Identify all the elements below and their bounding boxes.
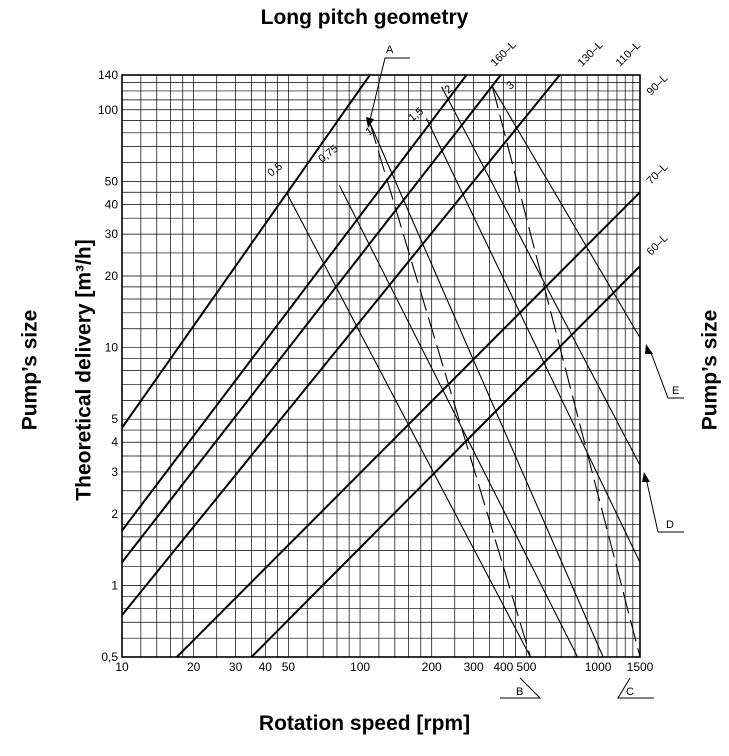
- series-lines: [122, 75, 640, 657]
- x-tick-label: 300: [464, 660, 484, 674]
- y-tick-label: 20: [105, 269, 119, 283]
- series-line: [122, 75, 502, 563]
- y-tick-label: 2: [111, 507, 118, 521]
- viscosity-line: [441, 86, 640, 466]
- series-line: [122, 75, 468, 532]
- y-tick-label: 40: [105, 197, 119, 211]
- x-tick-label: 100: [350, 660, 370, 674]
- viscosity-line: [285, 191, 531, 657]
- series-label: 60–L: [645, 232, 671, 258]
- x-tick-label: 40: [259, 660, 273, 674]
- marker-a-leader: [369, 57, 410, 121]
- series-line: [250, 265, 640, 657]
- series-label: 130–L: [576, 39, 606, 69]
- x-tick-label: 20: [187, 660, 201, 674]
- plot-frame: [121, 74, 641, 658]
- dashed-line: [369, 122, 532, 657]
- y-tick-label: 50: [105, 174, 119, 188]
- marker-c-leader: [617, 677, 654, 699]
- tick-labels: 10 20 30 40 50 100 200 300 400 500 1000 1500 0,5 1 2 3 4…: [98, 68, 654, 674]
- marker-c-label: C: [626, 686, 634, 698]
- viscosity-label: 3: [504, 79, 516, 92]
- marker-b-label: B: [516, 686, 523, 698]
- series-line: [122, 75, 561, 616]
- viscosity-line: [425, 118, 640, 563]
- y-tick-label: 3: [111, 465, 118, 479]
- y-tick-label: 1: [111, 578, 118, 592]
- y-tick-label: 10: [105, 341, 119, 355]
- x-tick-label: 1000: [585, 660, 612, 674]
- marker-a-arrow: [366, 117, 374, 128]
- series-label: 160–L: [489, 39, 519, 69]
- x-tick-label: 10: [115, 660, 129, 674]
- marker-e-arrow: [645, 344, 653, 354]
- marker-e-leader: [649, 349, 684, 399]
- x-axis-label: Rotation speed [rpm]: [258, 712, 471, 735]
- y-tick-label: 4: [111, 435, 118, 449]
- series-line: [122, 75, 371, 429]
- y-tick-label: 140: [98, 68, 118, 82]
- x-tick-label: 50: [282, 660, 296, 674]
- x-tick-label: 400: [493, 660, 513, 674]
- x-tick-label: 500: [516, 660, 536, 674]
- viscosity-label: 1,5: [406, 105, 425, 124]
- x-tick-label: 30: [229, 660, 243, 674]
- marker-a-label: A: [386, 44, 394, 56]
- marker-e-label: E: [672, 385, 679, 397]
- marker-d-label: D: [666, 519, 674, 531]
- dashed-line: [491, 86, 640, 657]
- viscosity-line: [369, 122, 604, 657]
- y-tick-label: 100: [98, 103, 118, 117]
- series-label: 110–L: [614, 40, 644, 70]
- viscosity-label: 0,5: [265, 160, 284, 179]
- x-tick-label: 1500: [627, 660, 654, 674]
- marker-d-leader: [645, 477, 684, 533]
- series-label: 70–L: [645, 161, 671, 187]
- y-tick-label: 30: [105, 227, 119, 241]
- y-tick-label: 0,5: [101, 650, 118, 664]
- chart-title: Long pitch geometry: [260, 6, 469, 29]
- grid-lines: [121, 74, 641, 658]
- viscosity-line: [491, 86, 640, 339]
- x-tick-label: 200: [422, 660, 442, 674]
- marker-d-arrow: [642, 472, 650, 482]
- marker-b-leader: [500, 677, 542, 699]
- y-tick-label: 5: [111, 412, 118, 426]
- series-label: 90–L: [645, 72, 671, 98]
- viscosity-line: [339, 185, 579, 657]
